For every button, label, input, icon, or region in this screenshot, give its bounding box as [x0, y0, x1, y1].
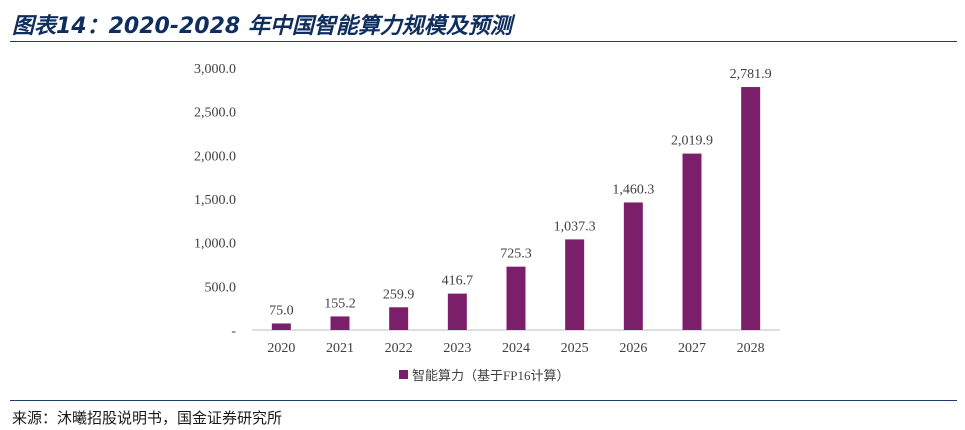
y-tick-label: 500.0 — [205, 280, 237, 295]
x-tick-label-2023: 2023 — [443, 341, 471, 356]
data-label-2022: 259.9 — [383, 287, 415, 302]
bar-2027 — [682, 153, 702, 330]
y-tick-label: - — [231, 324, 236, 339]
figure-title: 图表14：2020-2028 年中国智能算力规模及预测 — [12, 14, 512, 39]
data-label-2021: 155.2 — [324, 296, 356, 311]
y-tick-label: 2,500.0 — [194, 106, 236, 121]
x-tick-label-2020: 2020 — [267, 341, 295, 356]
x-tick-label-2027: 2027 — [678, 341, 706, 356]
bar-2020 — [271, 323, 291, 330]
x-tick-label-2022: 2022 — [385, 341, 413, 356]
y-axis: - 500.0 1,000.0 1,500.0 2,000.0 2,500.0 3,000.… — [194, 62, 236, 339]
y-tick-label: 1,500.0 — [194, 193, 236, 208]
data-label-2027: 2,019.9 — [671, 134, 713, 149]
data-label-2020: 75.0 — [269, 303, 294, 318]
bar-2021 — [330, 316, 350, 330]
y-tick-label: 1,000.0 — [194, 237, 236, 252]
bar-2026 — [623, 202, 643, 330]
data-label-2023: 416.7 — [442, 274, 474, 289]
source-note: 来源：沐曦招股说明书，国金证券研究所 — [12, 409, 283, 427]
data-label-2024: 725.3 — [500, 247, 532, 262]
bar-2023 — [447, 293, 467, 330]
legend: 智能算力（基于FP16计算） — [399, 368, 569, 383]
x-tick-label-2021: 2021 — [326, 341, 354, 356]
data-label-2028: 2,781.9 — [730, 67, 772, 82]
y-tick-label: 3,000.0 — [194, 62, 236, 77]
source-divider — [10, 400, 957, 401]
x-tick-label-2025: 2025 — [561, 341, 589, 356]
legend-label: 智能算力（基于FP16计算） — [412, 368, 569, 383]
bar-chart: - 500.0 1,000.0 1,500.0 2,000.0 2,500.0 3,000.… — [194, 62, 780, 383]
x-tick-label-2026: 2026 — [619, 341, 647, 356]
title-divider — [10, 41, 957, 42]
data-label-2026: 1,460.3 — [612, 182, 654, 197]
bar-2028 — [741, 87, 761, 331]
data-label-2025: 1,037.3 — [554, 219, 596, 234]
data-labels: 75.0 155.2 259.9 416.7 725.3 1,037.3 1,460.3 2,… — [269, 67, 772, 318]
legend-swatch — [399, 370, 408, 379]
bar-2022 — [389, 307, 409, 330]
y-tick-label: 2,000.0 — [194, 149, 236, 164]
x-tick-label-2028: 2028 — [737, 341, 765, 356]
bar-group — [271, 87, 761, 331]
x-axis: 2020 2021 2022 2023 2024 2025 2026 2027 2028 — [267, 341, 764, 356]
bar-2024 — [506, 266, 526, 330]
bar-2025 — [565, 239, 585, 330]
x-tick-label-2024: 2024 — [502, 341, 530, 356]
